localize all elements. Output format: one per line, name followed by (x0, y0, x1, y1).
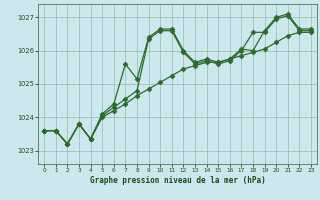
X-axis label: Graphe pression niveau de la mer (hPa): Graphe pression niveau de la mer (hPa) (90, 176, 266, 185)
